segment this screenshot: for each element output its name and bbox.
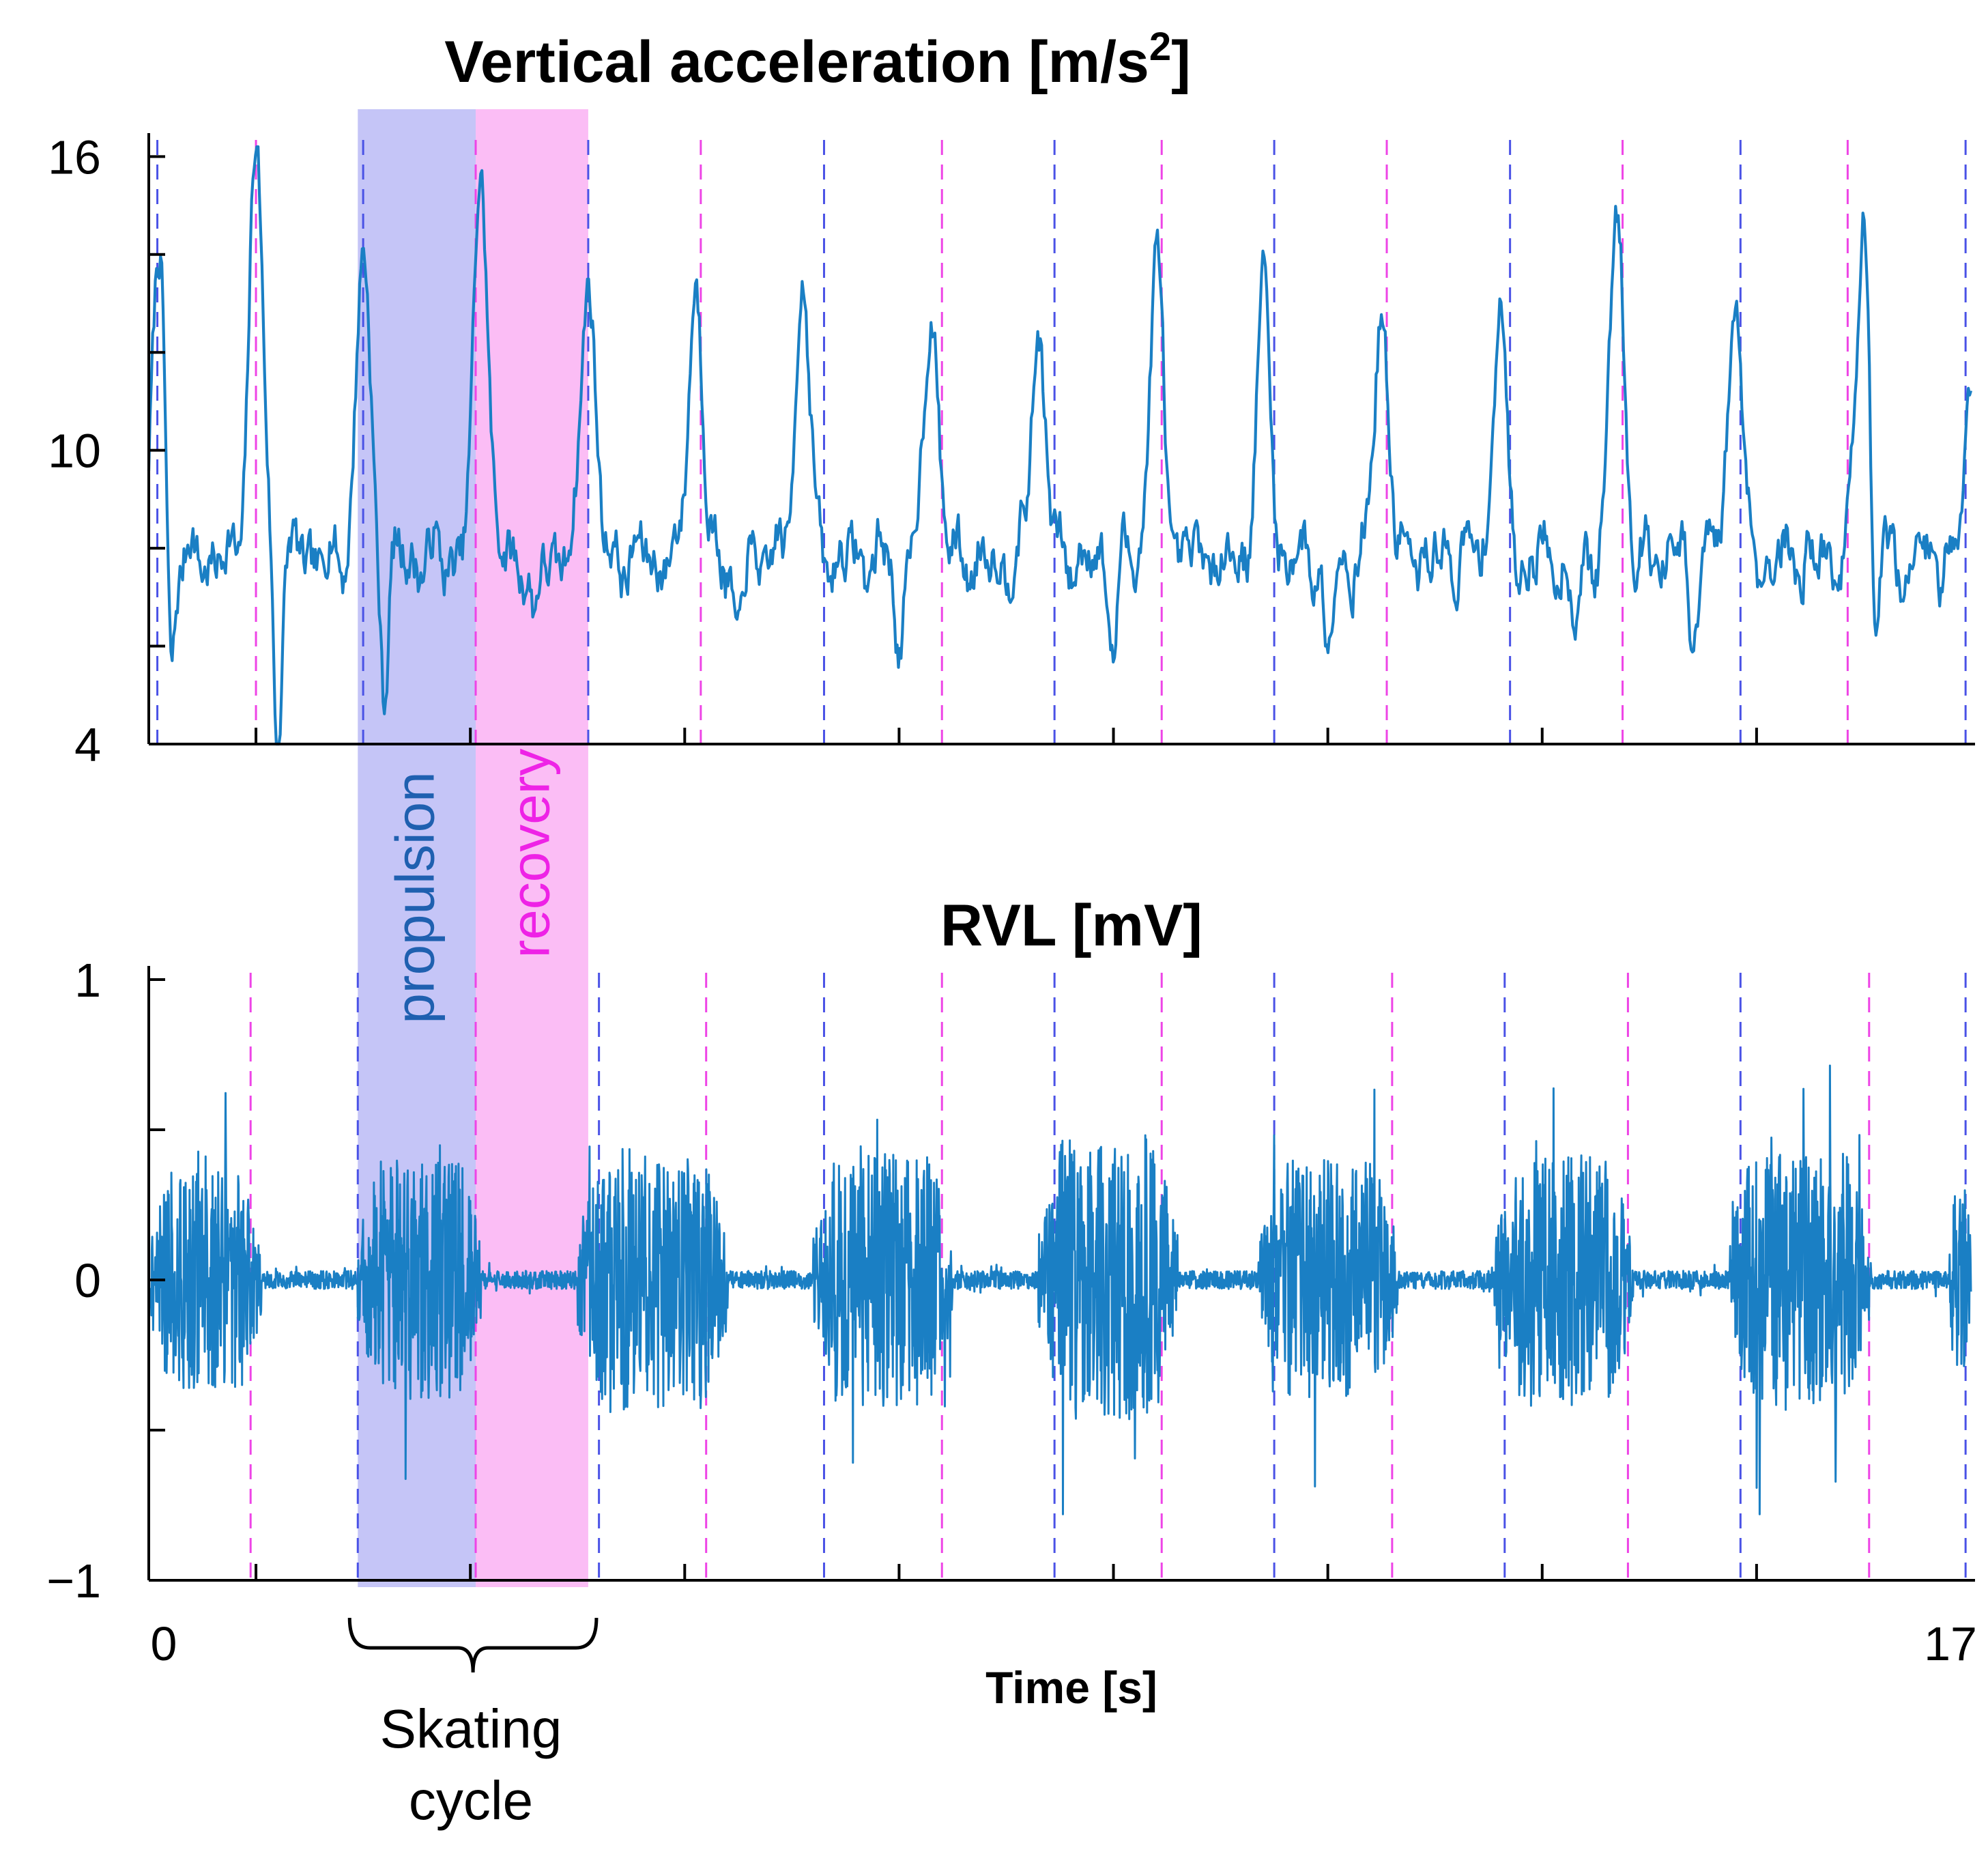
cycle-highlight: [358, 109, 588, 1587]
y-tick-label: −1: [46, 1554, 101, 1608]
y-tick-label: 0: [74, 1254, 101, 1307]
acc-title-sup: 2: [1149, 25, 1171, 69]
y-tick-label: 16: [48, 130, 101, 184]
acc-phase-markers: [156, 140, 1967, 744]
acc-title: Vertical acceleration [m/s2]: [444, 25, 1190, 95]
cycle-label-line2: cycle: [409, 1770, 533, 1831]
x-tick-label-0: 0: [151, 1617, 177, 1670]
y-tick-label: 10: [48, 425, 101, 478]
rvl-axes: −1 0 1: [46, 954, 1975, 1608]
x-tick-label-17: 17: [1924, 1617, 1977, 1670]
cycle-label-line1: Skating: [380, 1698, 562, 1759]
x-axis-label: Time [s]: [985, 1662, 1157, 1713]
acc-signal-line: [147, 145, 1973, 746]
rvl-signal-line: [147, 1064, 1972, 1515]
acc-axes: 4 10 16: [48, 130, 1975, 771]
y-tick-label: 4: [74, 718, 101, 771]
propulsion-label: propulsion: [385, 771, 446, 1023]
acc-title-main: Vertical acceleration [m/s: [444, 29, 1149, 95]
acc-title-end: ]: [1171, 29, 1191, 95]
recovery-label: recovery: [500, 749, 560, 958]
y-tick-label: 1: [74, 954, 101, 1007]
cycle-brace: [347, 1617, 599, 1673]
rvl-title: RVL [mV]: [940, 893, 1202, 958]
recovery-band: [476, 109, 588, 1587]
